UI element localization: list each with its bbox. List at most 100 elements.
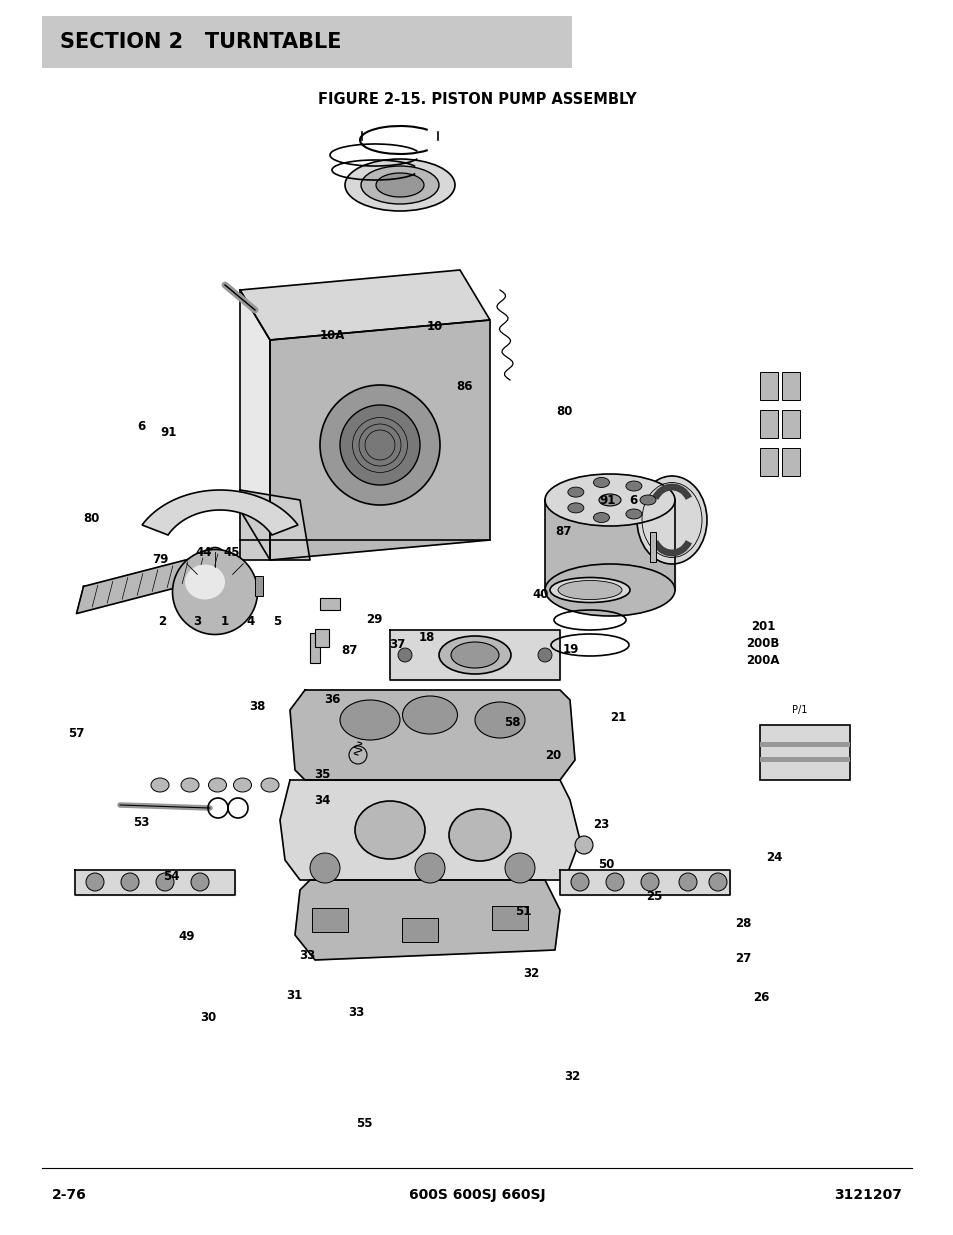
Text: 51: 51 — [514, 905, 531, 918]
Text: 55: 55 — [355, 1118, 373, 1130]
Text: 53: 53 — [132, 816, 150, 829]
Ellipse shape — [402, 697, 457, 734]
Bar — [781, 448, 800, 475]
Circle shape — [640, 873, 659, 890]
Text: 3: 3 — [193, 615, 201, 627]
Text: 28: 28 — [734, 918, 751, 930]
Bar — [310, 634, 319, 663]
Ellipse shape — [233, 778, 252, 792]
Text: 32: 32 — [522, 967, 539, 979]
Text: 33: 33 — [347, 1007, 364, 1019]
Circle shape — [504, 853, 535, 883]
Text: 5: 5 — [274, 615, 281, 627]
Bar — [781, 410, 800, 438]
Ellipse shape — [375, 173, 423, 198]
Bar — [312, 908, 348, 932]
Polygon shape — [559, 869, 729, 895]
Circle shape — [310, 853, 339, 883]
Ellipse shape — [172, 550, 257, 635]
Text: 19: 19 — [561, 643, 578, 656]
Polygon shape — [75, 869, 234, 895]
Ellipse shape — [593, 478, 609, 488]
Ellipse shape — [451, 642, 498, 668]
Bar — [760, 410, 778, 438]
Text: 10: 10 — [426, 320, 443, 332]
Text: 18: 18 — [417, 631, 435, 643]
Ellipse shape — [475, 701, 524, 739]
Ellipse shape — [181, 778, 199, 792]
Bar — [254, 576, 263, 597]
Ellipse shape — [360, 165, 438, 204]
Polygon shape — [240, 290, 270, 559]
Text: 80: 80 — [83, 513, 100, 525]
Ellipse shape — [544, 474, 675, 526]
Text: 30: 30 — [199, 1011, 216, 1024]
Ellipse shape — [598, 494, 620, 506]
Text: 87: 87 — [340, 645, 357, 657]
Bar — [760, 742, 849, 747]
Ellipse shape — [567, 503, 583, 513]
Text: 201: 201 — [750, 620, 775, 632]
Text: 10A: 10A — [319, 330, 344, 342]
Text: 45: 45 — [223, 546, 240, 558]
Polygon shape — [294, 881, 559, 960]
Text: 29: 29 — [365, 614, 382, 626]
Text: 26: 26 — [752, 992, 769, 1004]
Text: P/1: P/1 — [792, 705, 807, 715]
Text: 91: 91 — [598, 494, 616, 506]
Circle shape — [191, 873, 209, 890]
Text: 3121207: 3121207 — [833, 1188, 901, 1202]
Text: 50: 50 — [598, 858, 615, 871]
Polygon shape — [280, 781, 579, 881]
Circle shape — [156, 873, 173, 890]
Text: 200B: 200B — [746, 637, 779, 650]
Ellipse shape — [558, 580, 621, 599]
Text: 34: 34 — [314, 794, 331, 806]
Text: 24: 24 — [765, 851, 782, 863]
Ellipse shape — [185, 564, 225, 599]
Ellipse shape — [637, 475, 706, 564]
Polygon shape — [76, 552, 218, 614]
Circle shape — [679, 873, 697, 890]
Ellipse shape — [625, 480, 641, 492]
Ellipse shape — [151, 778, 169, 792]
Circle shape — [708, 873, 726, 890]
Bar — [42, 16, 572, 68]
Text: 86: 86 — [456, 380, 473, 393]
Text: 20: 20 — [544, 750, 561, 762]
Text: 6: 6 — [629, 494, 637, 506]
Circle shape — [605, 873, 623, 890]
Ellipse shape — [593, 513, 609, 522]
Text: 27: 27 — [734, 952, 751, 965]
Text: 91: 91 — [160, 426, 177, 438]
Text: 57: 57 — [68, 727, 85, 740]
Bar — [314, 629, 329, 647]
Text: 36: 36 — [323, 693, 340, 705]
FancyBboxPatch shape — [760, 725, 849, 781]
Text: 58: 58 — [503, 716, 520, 729]
Text: 21: 21 — [609, 711, 626, 724]
Text: 49: 49 — [178, 930, 195, 942]
Ellipse shape — [200, 547, 230, 593]
Text: 80: 80 — [556, 405, 573, 417]
Text: 32: 32 — [563, 1071, 580, 1083]
Polygon shape — [544, 500, 675, 590]
Ellipse shape — [625, 509, 641, 519]
Text: 25: 25 — [645, 890, 662, 903]
Circle shape — [537, 648, 552, 662]
Bar — [760, 448, 778, 475]
Circle shape — [86, 873, 104, 890]
Bar — [781, 372, 800, 400]
Text: 79: 79 — [152, 553, 169, 566]
Polygon shape — [390, 630, 559, 680]
Ellipse shape — [261, 778, 278, 792]
Text: 6: 6 — [137, 420, 145, 432]
Ellipse shape — [345, 159, 455, 211]
Text: 2: 2 — [158, 615, 166, 627]
Ellipse shape — [339, 700, 399, 740]
Text: 31: 31 — [285, 989, 302, 1002]
Text: 33: 33 — [298, 950, 315, 962]
Bar — [760, 757, 849, 762]
Bar — [319, 598, 339, 610]
Ellipse shape — [209, 778, 226, 792]
